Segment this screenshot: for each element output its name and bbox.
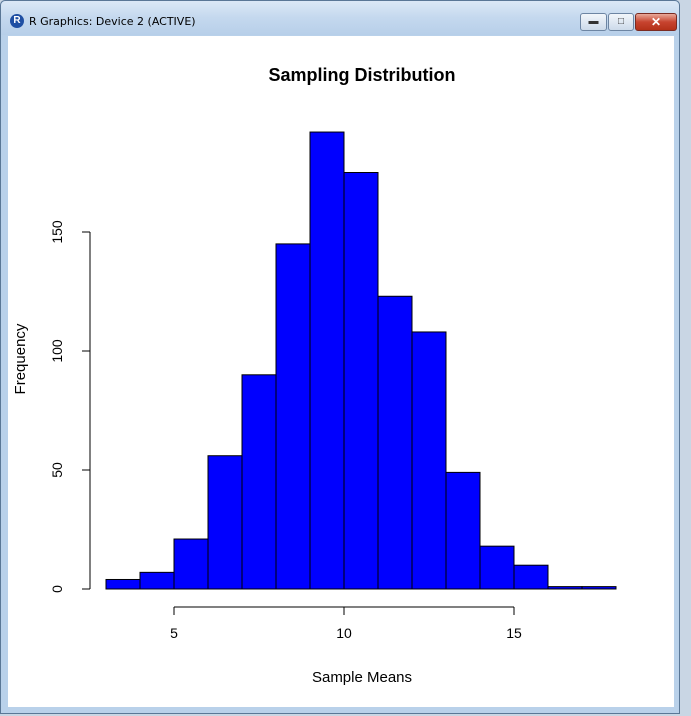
histogram-bar-11 (445, 471, 481, 590)
histogram-bar-3 (173, 538, 209, 590)
histogram-bar-10 (411, 331, 447, 590)
maximize-icon: □ (617, 16, 625, 27)
chart-title: Sampling Distribution (269, 65, 456, 85)
histogram-bar-1 (105, 578, 141, 590)
histogram-bar-15 (581, 586, 617, 590)
r-logo-icon: R (10, 14, 24, 28)
histogram-bar-9 (377, 295, 413, 590)
bars-group (105, 131, 617, 590)
histogram-bar-8 (343, 172, 379, 590)
minimize-icon: ▬ (588, 16, 599, 27)
x-axis-label: Sample Means (312, 669, 412, 686)
histogram-bar-5 (241, 374, 277, 590)
histogram-bar-6 (275, 243, 311, 590)
close-icon: ✕ (650, 15, 662, 29)
histogram-bar-7 (309, 131, 345, 590)
histogram-bar-12 (479, 545, 515, 590)
x-tick-label: 5 (170, 625, 178, 641)
title-bar[interactable]: R R Graphics: Device 2 (ACTIVE) ▬ □ ✕ (1, 1, 679, 35)
x-tick-label: 10 (336, 625, 352, 641)
minimize-button[interactable]: ▬ (580, 13, 607, 31)
histogram-bar-2 (139, 571, 175, 590)
y-tick-label: 50 (49, 462, 65, 478)
x-axis: 5 10 15 (170, 606, 522, 641)
y-tick-label: 100 (49, 339, 65, 363)
histogram-bar-14 (547, 586, 583, 590)
y-axis-label: Frequency (12, 323, 29, 394)
close-button[interactable]: ✕ (635, 13, 677, 31)
y-axis: 0 50 100 150 (49, 220, 91, 593)
y-tick-label: 0 (49, 585, 65, 593)
y-tick-label: 150 (49, 220, 65, 244)
window-title: R Graphics: Device 2 (ACTIVE) (29, 15, 196, 28)
histogram-bar-4 (207, 455, 243, 590)
histogram-chart: Sampling Distribution Sample Means Frequ… (12, 65, 617, 686)
plot-area: Sampling Distribution Sample Means Frequ… (8, 36, 674, 707)
histogram-bar-13 (513, 564, 549, 590)
maximize-button[interactable]: □ (608, 13, 634, 31)
x-tick-label: 15 (506, 625, 522, 641)
